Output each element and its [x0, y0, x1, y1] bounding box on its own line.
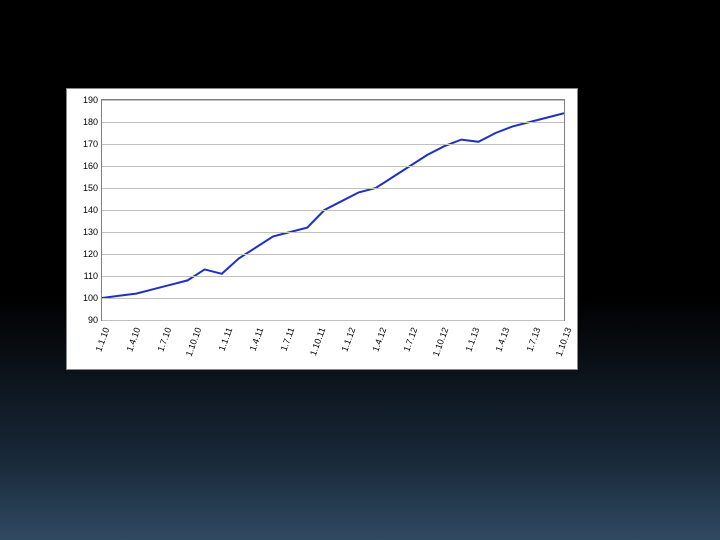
chart-y-tick-label: 180 — [83, 117, 98, 127]
chart-plot-area-wrapper: 901001101201301401501601701801901.1.101.… — [101, 99, 565, 321]
chart-x-tick-label: 1.4.12 — [371, 326, 389, 353]
chart-x-tick-label: 1.10.10 — [184, 326, 204, 358]
chart-y-tick-label: 130 — [83, 227, 98, 237]
chart-gridline — [102, 210, 564, 211]
chart-y-tick-label: 120 — [83, 249, 98, 259]
chart-y-tick-label: 100 — [83, 293, 98, 303]
chart-x-tick-label: 1.4.13 — [494, 326, 512, 353]
chart-gridline — [102, 144, 564, 145]
chart-y-tick-label: 140 — [83, 205, 98, 215]
chart-x-tick-label: 1.1.11 — [217, 326, 235, 352]
chart-gridline — [102, 232, 564, 233]
chart-x-tick-label: 1.1.12 — [340, 326, 358, 353]
chart-y-tick-label: 90 — [88, 315, 98, 325]
title-line-2: банковской системы составил 9. 8% или 4.… — [95, 22, 626, 41]
chart-container: 90 100 110 120 130 140 150 160 170 180 190 1.1.10 1.… — [66, 88, 578, 370]
chart-x-tick-label: 1.10.13 — [554, 326, 574, 358]
chart-y-tick-label: 110 — [84, 271, 98, 281]
chart-x-tick-label: 1.7.13 — [525, 326, 543, 353]
chart-gridline — [102, 276, 564, 277]
chart-y-tick-label: 170 — [83, 139, 98, 149]
chart-y-tick-label: 150 — [83, 183, 98, 193]
chart-x-tick-label: 1.10.11 — [308, 326, 327, 357]
chart-y-tick-label: 160 — [83, 161, 98, 171]
chart-gridline — [102, 320, 564, 321]
slide: За девять месяцев 2013 года суммарный пр… — [0, 0, 720, 540]
chart-x-tick-label: 1.7.12 — [401, 326, 419, 353]
chart-plot-area: 901001101201301401501601701801901.1.101.… — [101, 99, 565, 321]
slide-title: За девять месяцев 2013 года суммарный пр… — [0, 0, 720, 43]
chart-y-tick-label: 190 — [83, 95, 98, 105]
chart-x-tick-label: 1.1.10 — [93, 326, 111, 353]
title-line-1: За девять месяцев 2013 года суммарный пр… — [61, 1, 660, 20]
chart-gridline — [102, 100, 564, 101]
chart-series-line — [102, 113, 564, 298]
chart-x-tick-label: 1.7.11 — [278, 326, 296, 352]
chart-x-tick-label: 1.4.11 — [248, 326, 266, 352]
chart-gridline — [102, 254, 564, 255]
chart-x-tick-label: 1.1.13 — [463, 326, 481, 353]
chart-x-tick-label: 1.7.10 — [155, 326, 173, 353]
chart-gridline — [102, 298, 564, 299]
chart-gridline — [102, 188, 564, 189]
chart-x-tick-label: 1.10.12 — [431, 326, 451, 358]
chart-x-tick-label: 1.4.10 — [124, 326, 142, 353]
chart-gridline — [102, 166, 564, 167]
chart-gridline — [102, 122, 564, 123]
